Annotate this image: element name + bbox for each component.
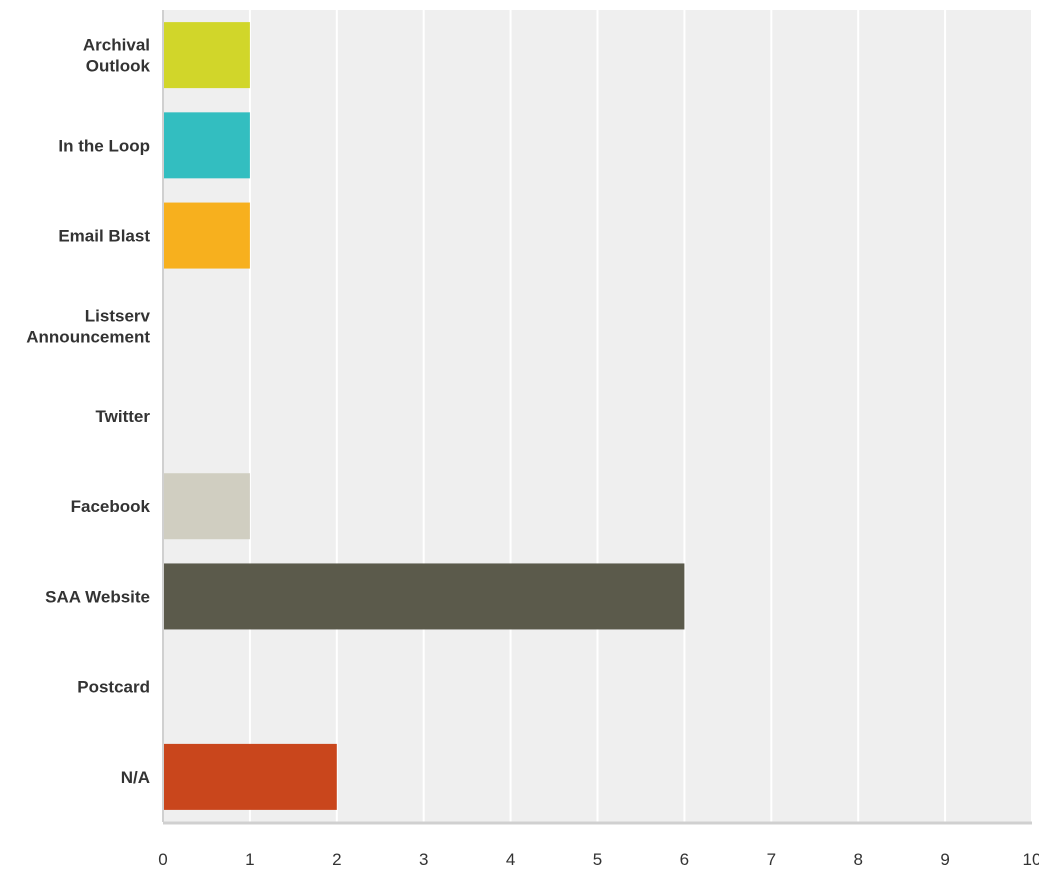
category-labels: Archival Outlook In the Loop Email Blast Lis…: [26, 36, 150, 787]
category-label: Postcard: [77, 678, 150, 697]
x-tick-label: 7: [767, 850, 776, 869]
category-label-line: Announcement: [26, 327, 150, 346]
bar: [164, 202, 250, 269]
x-tick-label: 2: [332, 850, 341, 869]
category-label-line: Email Blast: [58, 227, 150, 246]
x-tick-label: 9: [940, 850, 949, 869]
category-label: SAA Website: [45, 587, 150, 606]
x-tick-labels: 0 1 2 3 4 5 6 7 8 9 10: [158, 850, 1039, 869]
category-label-line: Outlook: [86, 57, 151, 76]
bar: [164, 112, 250, 179]
category-label: Email Blast: [58, 227, 150, 246]
category-label-line: Listserv: [85, 306, 151, 325]
x-tick-label: 10: [1023, 850, 1039, 869]
category-label: Facebook: [71, 497, 151, 516]
bar: [164, 473, 250, 540]
category-label-line: Postcard: [77, 678, 150, 697]
category-label: Listserv Announcement: [26, 306, 150, 346]
category-label-line: In the Loop: [58, 136, 150, 155]
axes: [162, 10, 1032, 825]
category-label-line: Twitter: [96, 407, 151, 426]
bar: [164, 743, 337, 810]
x-tick-label: 6: [680, 850, 689, 869]
x-tick-label: 5: [593, 850, 602, 869]
category-label-line: SAA Website: [45, 587, 150, 606]
category-label: Twitter: [96, 407, 151, 426]
x-tick-label: 0: [158, 850, 167, 869]
category-label: In the Loop: [58, 136, 150, 155]
gridlines: [248, 10, 1033, 822]
x-tick-label: 3: [419, 850, 428, 869]
bars: [164, 22, 685, 810]
x-tick-label: 1: [245, 850, 254, 869]
bar: [164, 563, 685, 630]
x-tick-label: 8: [853, 850, 862, 869]
category-label: Archival Outlook: [83, 36, 151, 76]
bar: [164, 22, 250, 89]
category-label-line: Archival: [83, 36, 150, 55]
category-label-line: Facebook: [71, 497, 151, 516]
x-tick-label: 4: [506, 850, 515, 869]
category-label-line: N/A: [121, 768, 150, 787]
category-label: N/A: [121, 768, 150, 787]
